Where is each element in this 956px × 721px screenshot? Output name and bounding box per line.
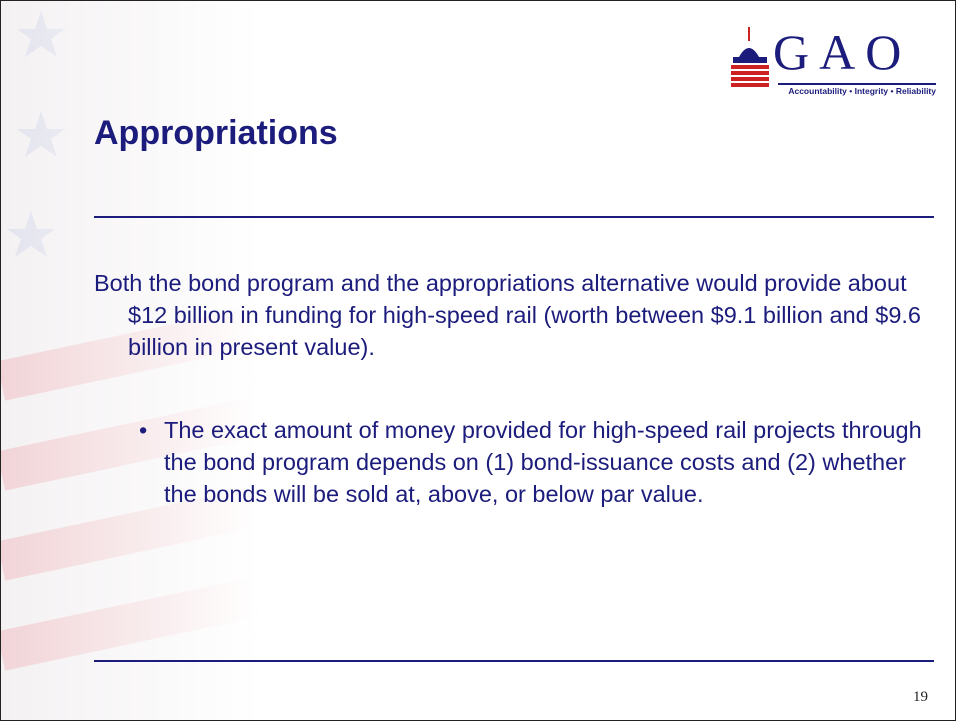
body-paragraph: Both the bond program and the appropriat… <box>94 267 944 363</box>
slide-title: Appropriations <box>94 114 338 153</box>
bullet-item: •The exact amount of money provided for … <box>139 414 929 510</box>
bullet-text: The exact amount of money provided for h… <box>164 417 922 507</box>
footer-rule <box>94 660 934 662</box>
logo-icon <box>731 27 771 97</box>
logo-text: GAO <box>773 23 911 81</box>
page-number: 19 <box>913 689 928 706</box>
slide: GAO Accountability • Integrity • Reliabi… <box>0 0 956 721</box>
logo-tagline: Accountability • Integrity • Reliability <box>778 83 936 99</box>
title-rule <box>94 216 934 218</box>
